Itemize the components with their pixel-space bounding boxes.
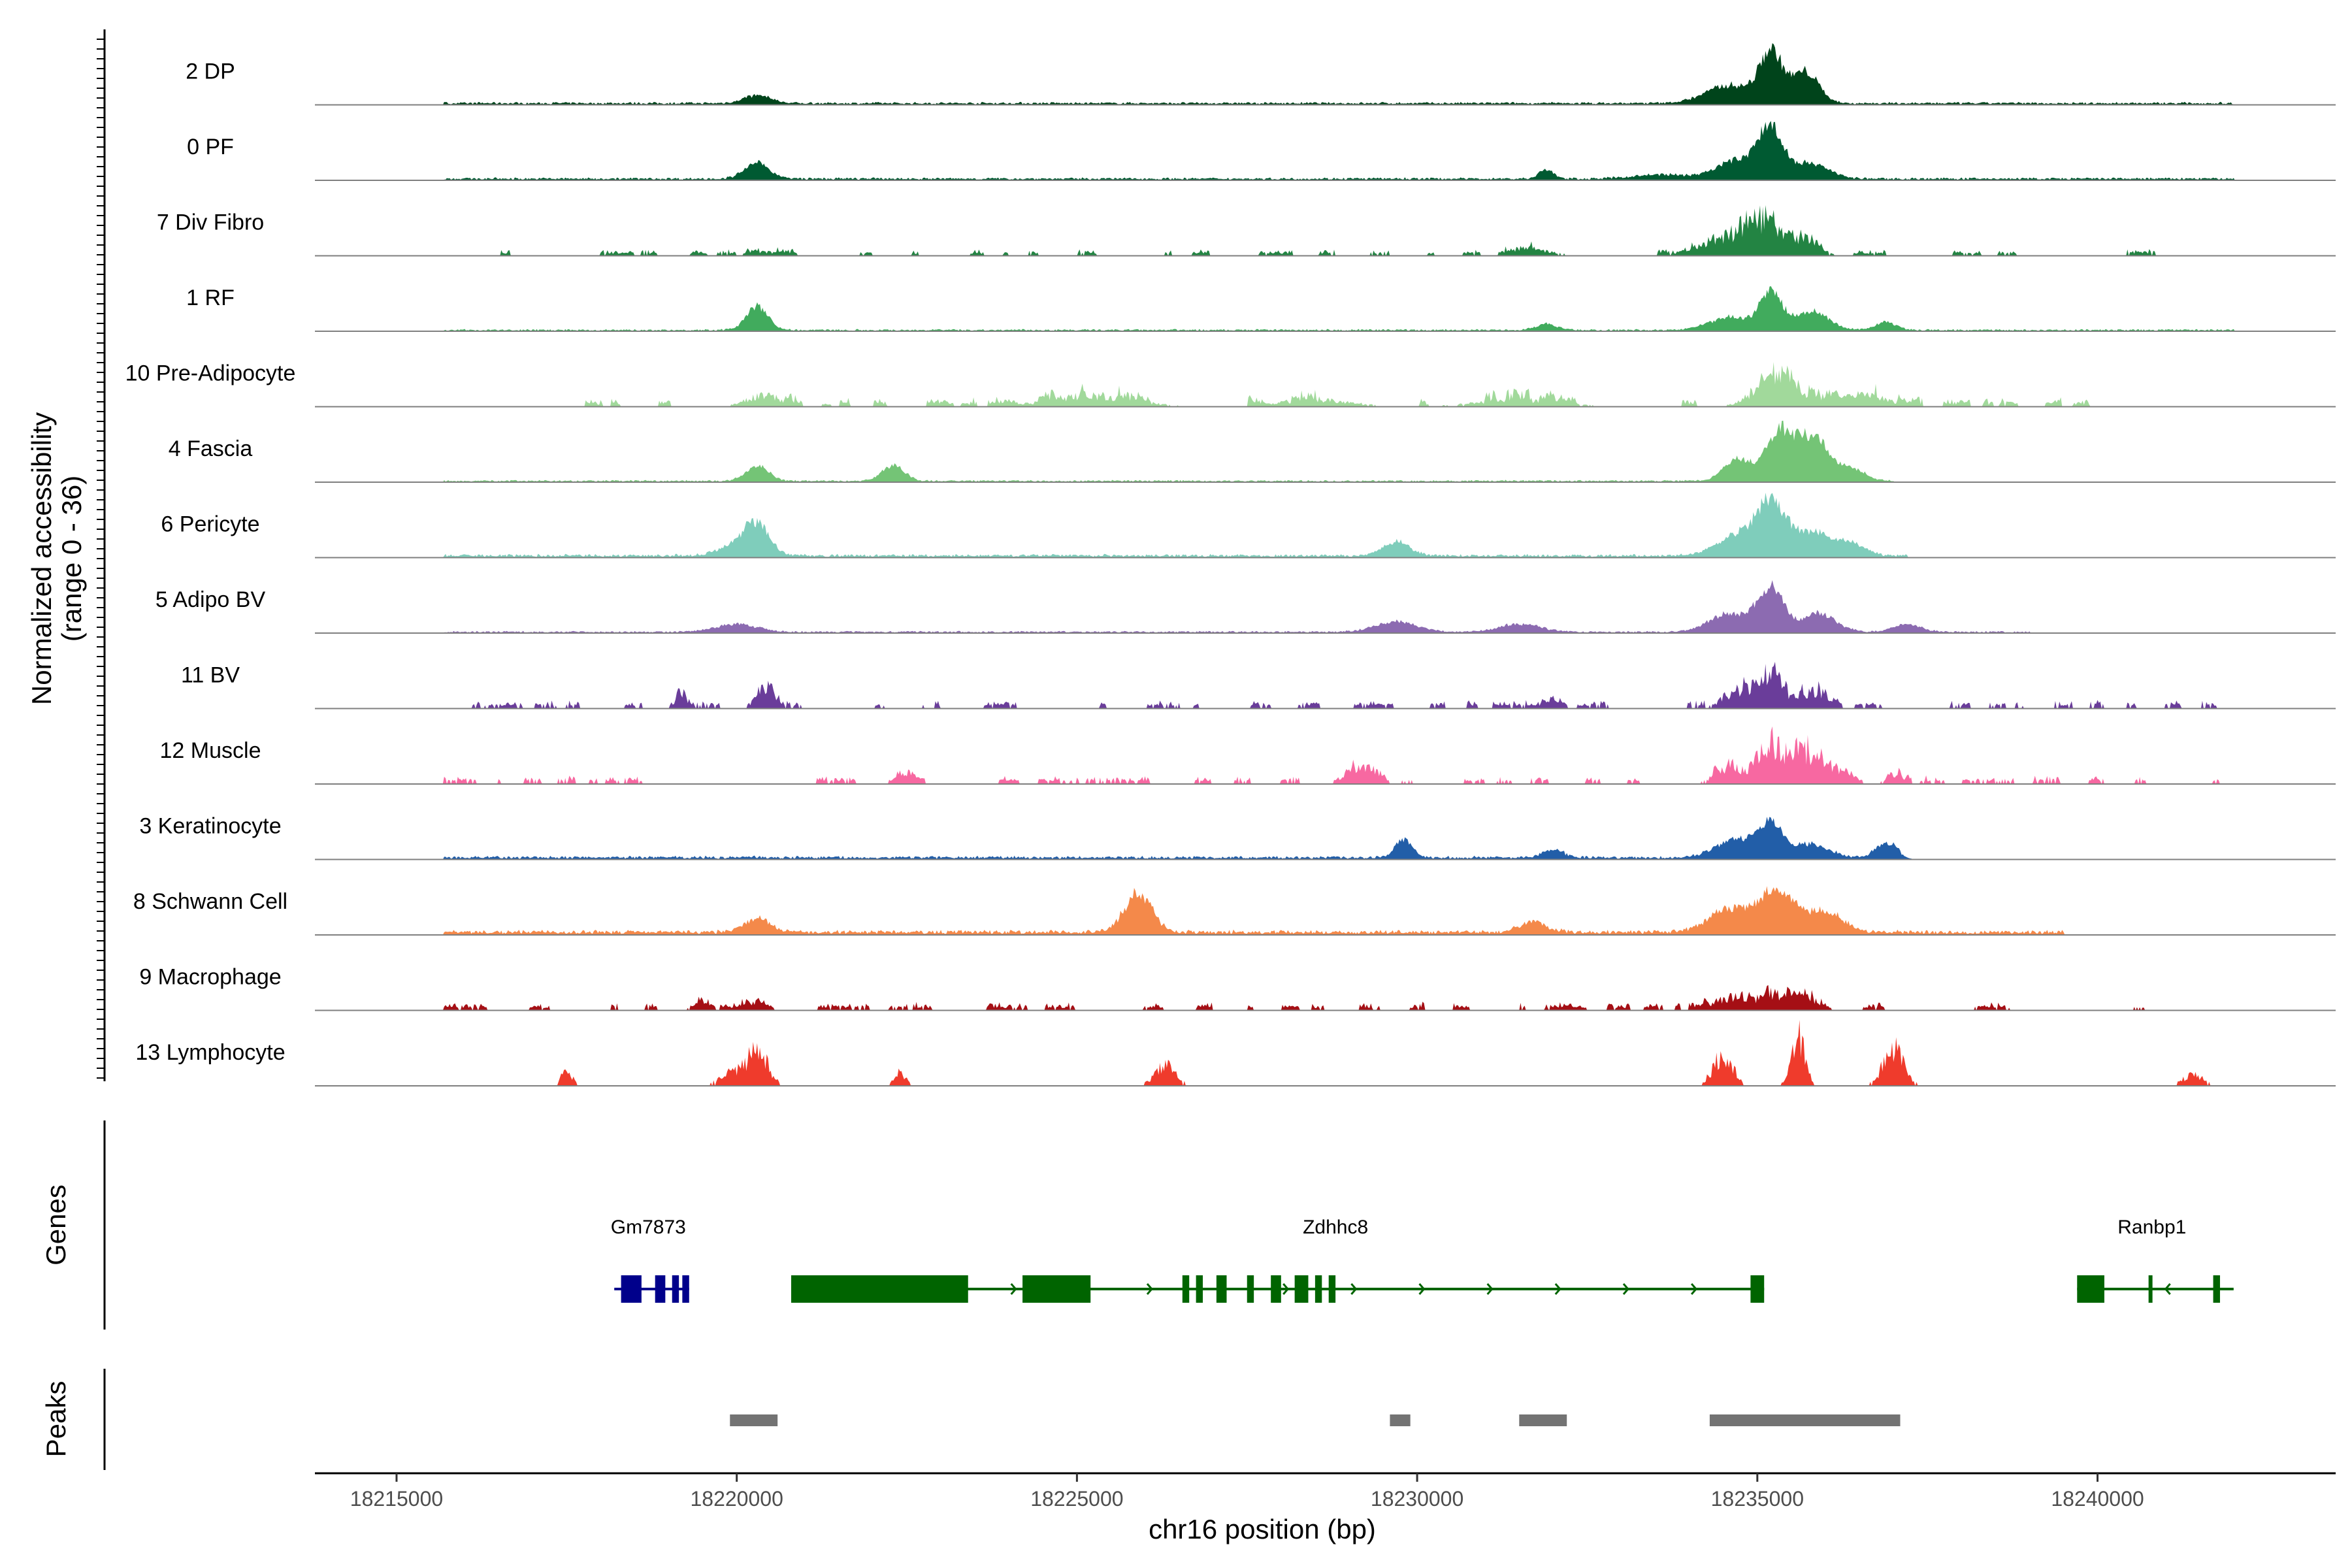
coverage-area <box>315 121 2247 180</box>
gene-exon <box>1182 1275 1190 1303</box>
peak-region <box>730 1414 778 1426</box>
track-label: 2 DP <box>186 59 235 84</box>
strand-arrow-icon <box>1554 1283 1561 1295</box>
track-label: 10 Pre-Adipocyte <box>125 361 296 386</box>
track-11-bv: 11 BV <box>181 662 2336 710</box>
track-label: 1 RF <box>186 286 235 310</box>
strand-arrow-icon <box>1486 1283 1494 1295</box>
coverage-area <box>315 43 2247 105</box>
gene-exon <box>1315 1275 1322 1303</box>
gene-exon <box>1294 1275 1309 1303</box>
y-axis-title-line1: Normalized accessibility <box>26 412 57 705</box>
x-tick-label: 18240000 <box>2051 1487 2144 1511</box>
x-tick-label: 18235000 <box>1711 1487 1804 1511</box>
peak-region <box>1519 1414 1567 1426</box>
gene-annotations: Gm7873 Zdhhc8 Ranbp1 <box>611 1217 2234 1303</box>
strand-arrow-icon <box>1418 1283 1426 1295</box>
gene-zdhhc8: Zdhhc8 <box>791 1217 1765 1303</box>
coverage-area <box>315 493 2247 558</box>
gene-exon <box>1328 1275 1336 1303</box>
gene-exon <box>672 1275 679 1303</box>
gene-exon <box>655 1275 666 1303</box>
track-9-macrophage: 9 Macrophage <box>139 965 2336 1011</box>
peaks-axis-title: Peaks <box>41 1381 71 1458</box>
track-0-pf: 0 PF <box>187 121 2336 181</box>
strand-arrow-icon <box>1282 1283 1290 1295</box>
track-label: 13 Lymphocyte <box>135 1040 285 1065</box>
track-6-pericyte: 6 Pericyte <box>161 493 2336 559</box>
track-label: 4 Fascia <box>169 436 253 461</box>
track-8-schwann-cell: 8 Schwann Cell <box>133 886 2336 936</box>
track-label: 8 Schwann Cell <box>133 889 287 914</box>
gene-exon <box>2148 1275 2153 1303</box>
gene-ranbp1: Ranbp1 <box>2077 1217 2234 1303</box>
gene-exon <box>2077 1275 2104 1303</box>
coverage-area <box>315 580 2247 633</box>
coverage-y-ticks <box>97 39 105 1079</box>
gene-exon <box>682 1275 689 1303</box>
gene-exon <box>1247 1275 1254 1303</box>
track-4-fascia: 4 Fascia <box>169 420 2336 483</box>
strand-arrow-icon <box>1350 1283 1358 1295</box>
strand-arrow-icon <box>1622 1283 1629 1295</box>
track-1-rf: 1 RF <box>186 286 2336 332</box>
strand-arrow-icon <box>1010 1283 1017 1295</box>
gene-exon <box>791 1275 968 1303</box>
x-axis-title: chr16 position (bp) <box>1149 1514 1376 1544</box>
coverage-tracks: 2 DP 0 PF 7 Div Fibro 1 RF 10 Pre-Adipocyte 4… <box>125 43 2336 1086</box>
peak-region <box>1709 1414 1901 1426</box>
track-12-muscle: 12 Muscle <box>160 726 2336 785</box>
gene-label: Ranbp1 <box>2117 1217 2186 1238</box>
gene-label: Gm7873 <box>611 1217 686 1238</box>
strand-arrow-icon <box>1690 1283 1698 1295</box>
coverage-area <box>315 985 2247 1011</box>
gene-exon <box>1022 1275 1091 1303</box>
gene-exon <box>1196 1275 1203 1303</box>
track-5-adipo-bv: 5 Adipo BV <box>155 580 2336 634</box>
track-10-pre-adipocyte: 10 Pre-Adipocyte <box>125 361 2336 408</box>
peak-region <box>1390 1414 1411 1426</box>
gene-label: Zdhhc8 <box>1303 1217 1368 1238</box>
peak-regions <box>730 1414 1901 1426</box>
gene-exon <box>2213 1275 2220 1303</box>
track-label: 3 Keratinocyte <box>139 814 281 839</box>
strand-arrow-icon <box>2164 1283 2171 1295</box>
x-axis-ticks: 18215000 18220000 18225000 18230000 18235000… <box>350 1473 2144 1511</box>
track-label: 5 Adipo BV <box>155 587 266 612</box>
gene-exon <box>621 1275 642 1303</box>
track-label: 6 Pericyte <box>161 512 259 537</box>
coverage-area <box>315 286 2247 331</box>
track-label: 12 Muscle <box>160 738 261 763</box>
genes-axis-title: Genes <box>41 1184 71 1266</box>
track-label: 9 Macrophage <box>139 965 281 990</box>
y-axis-title-line2: (range 0 - 36) <box>56 476 87 642</box>
coverage-area <box>315 662 2247 709</box>
gene-gm7873: Gm7873 <box>611 1217 689 1303</box>
track-3-keratinocyte: 3 Keratinocyte <box>139 814 2336 860</box>
x-tick-label: 18230000 <box>1371 1487 1463 1511</box>
track-2-dp: 2 DP <box>186 43 2336 106</box>
track-7-div-fibro: 7 Div Fibro <box>157 205 2336 257</box>
track-13-lymphocyte: 13 Lymphocyte <box>135 1020 2336 1086</box>
coverage-area <box>315 817 2247 860</box>
track-label: 11 BV <box>181 663 240 688</box>
track-label: 7 Div Fibro <box>157 210 264 235</box>
x-tick-label: 18215000 <box>350 1487 443 1511</box>
coverage-area <box>315 886 2247 935</box>
x-tick-label: 18220000 <box>690 1487 783 1511</box>
coverage-area <box>315 420 2247 482</box>
track-label: 0 PF <box>187 135 234 159</box>
x-tick-label: 18225000 <box>1030 1487 1123 1511</box>
coverage-area <box>315 726 2247 784</box>
gene-exon <box>1750 1275 1765 1303</box>
gene-exon <box>1271 1275 1281 1303</box>
coverage-area <box>315 362 2247 407</box>
coverage-area <box>315 205 2247 256</box>
strand-arrow-icon <box>1146 1283 1153 1295</box>
gene-exon <box>1216 1275 1227 1303</box>
